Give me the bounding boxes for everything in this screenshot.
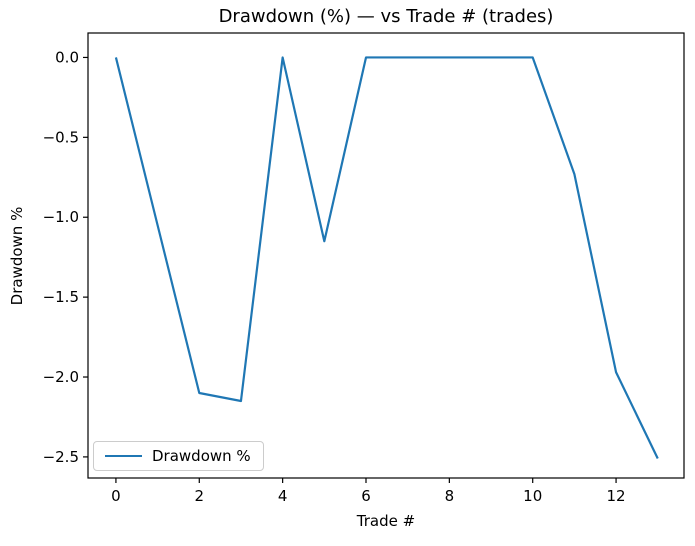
x-tick-label: 0 [111,487,121,505]
legend-line-sample-icon [105,454,142,458]
y-tick-label: −2.0 [43,368,79,386]
chart-title: Drawdown (%) — vs Trade # (trades) [218,6,554,27]
x-tick-label: 4 [278,487,288,505]
x-tick-label: 10 [523,487,542,505]
legend: Drawdown % [93,441,264,471]
x-tick-label: 6 [361,487,371,505]
y-tick-label: −1.5 [43,288,79,306]
legend-label: Drawdown % [152,447,251,465]
y-tick-label: −2.5 [43,448,79,466]
y-tick-label: 0.0 [55,48,79,66]
x-tick-label: 8 [445,487,455,505]
y-tick-label: −1.0 [43,208,79,226]
axes-spines [87,32,685,479]
y-tick-label: −0.5 [43,128,79,146]
x-tick-label: 2 [195,487,205,505]
x-axis-label: Trade # [356,512,416,530]
x-tick-label: 12 [607,487,626,505]
series-line-drawdown- [114,56,659,459]
